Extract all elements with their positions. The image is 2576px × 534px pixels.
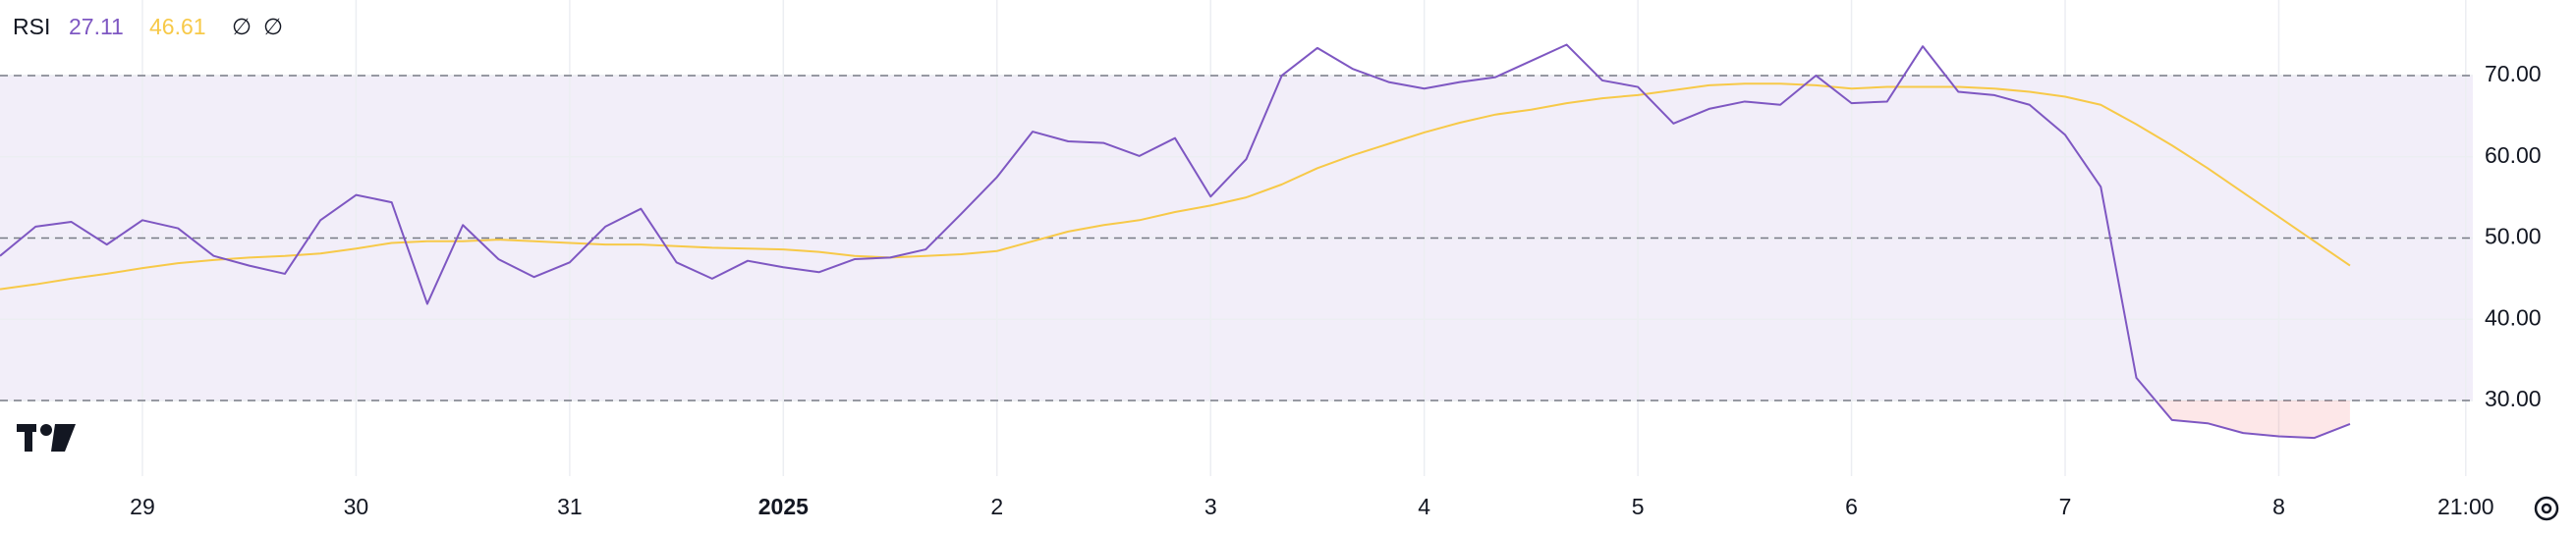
legend-value: 46.61 [149,14,206,39]
logo [17,424,76,452]
legend-symbol: ∅ [232,14,252,39]
series-line [0,43,2351,440]
series-line [0,82,2351,291]
x-tick-label: 2 [990,494,1003,519]
x-tick-label: 30 [344,494,369,519]
y-tick-label: 60.00 [2485,142,2542,168]
x-tick-label: 5 [1632,494,1645,519]
y-tick-label: 70.00 [2485,61,2542,86]
x-tick-label: 29 [130,494,155,519]
y-tick-label: 40.00 [2485,304,2542,330]
legend-title: RSI [13,14,50,39]
x-tick-label: 3 [1204,494,1217,519]
x-tick-label: 21:00 [2437,494,2494,519]
x-tick-label: 31 [557,494,583,519]
y-tick-label: 30.00 [2485,386,2542,411]
settings-icon[interactable] [2534,496,2559,521]
legend: RSI 27.11 46.61 ∅ ∅ [13,14,283,39]
x-tick-label: 6 [1845,494,1858,519]
legend-value: 27.11 [69,14,124,39]
x-tick-label: 8 [2272,494,2285,519]
x-tick-label: 4 [1418,494,1430,519]
legend-symbol: ∅ [263,14,283,39]
x-tick-label: 7 [2059,494,2072,519]
y-tick-label: 50.00 [2485,224,2542,249]
x-tick-label: 2025 [758,494,809,519]
oversold-fill [2156,400,2350,439]
